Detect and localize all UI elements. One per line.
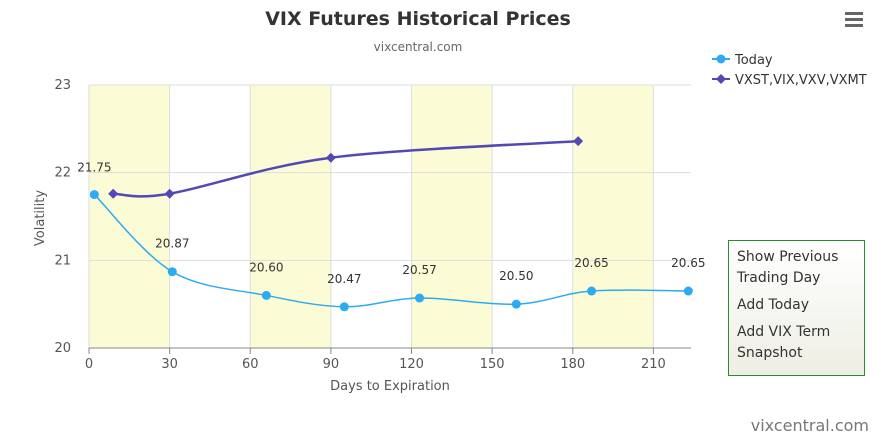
data-label: 20.65 — [671, 256, 705, 270]
x-axis-label: Days to Expiration — [330, 379, 450, 394]
menu-item[interactable]: Add VIX Term Snapshot — [737, 324, 831, 361]
y-tick-label: 21 — [54, 253, 71, 268]
plot-band — [411, 85, 493, 348]
data-label: 20.47 — [327, 272, 361, 286]
data-label: 20.60 — [249, 260, 283, 274]
point — [261, 290, 271, 300]
x-tick-label: 0 — [85, 357, 93, 372]
x-tick-label: 30 — [161, 357, 178, 372]
legend-marker — [716, 74, 726, 84]
y-tick-label: 20 — [54, 341, 71, 356]
legend-label: Today — [734, 53, 773, 68]
data-label: 20.87 — [155, 237, 189, 251]
menu-bar — [845, 12, 863, 15]
menu-bar — [845, 18, 863, 21]
x-tick-label: 90 — [323, 357, 340, 372]
credit[interactable]: vixcentral.com — [750, 416, 869, 435]
x-tick-label: 210 — [641, 357, 666, 372]
x-tick-label: 120 — [399, 357, 424, 372]
point — [587, 286, 597, 296]
data-label: 20.57 — [402, 263, 436, 277]
legend-marker — [716, 54, 726, 64]
x-tick-label: 60 — [242, 357, 259, 372]
point — [89, 190, 99, 200]
plot-band — [89, 85, 170, 348]
point — [511, 299, 521, 309]
plot-background — [88, 84, 691, 349]
point — [339, 302, 349, 312]
point — [167, 267, 177, 277]
legend-label: VXST,VIX,VXV,VXMT — [735, 73, 867, 88]
data-label: 21.75 — [77, 161, 111, 175]
point — [325, 152, 336, 163]
point — [164, 188, 175, 199]
x-tick-label: 180 — [560, 357, 585, 372]
data-label: 20.50 — [499, 269, 533, 283]
point — [573, 136, 584, 147]
chart-title: VIX Futures Historical Prices — [265, 8, 571, 30]
menu-box: Show Previous Trading Day Add Today Add … — [728, 240, 865, 376]
plot-band — [250, 85, 331, 348]
menu-icon[interactable] — [845, 12, 863, 27]
point — [108, 188, 119, 199]
chart-subtitle: vixcentral.com — [374, 40, 463, 54]
y-tick-label: 23 — [54, 78, 71, 93]
y-axis-label: Volatility — [33, 190, 48, 246]
menu-item[interactable]: Show Previous Trading Day — [737, 249, 839, 286]
plot-band — [572, 85, 654, 348]
x-tick-label: 150 — [480, 357, 505, 372]
data-label: 20.65 — [574, 256, 608, 270]
menu-bar — [845, 24, 863, 27]
y-tick-label: 22 — [54, 166, 71, 181]
point — [683, 286, 693, 296]
series-line — [113, 139, 579, 198]
menu-item[interactable]: Add Today — [737, 297, 810, 313]
point — [415, 293, 425, 303]
